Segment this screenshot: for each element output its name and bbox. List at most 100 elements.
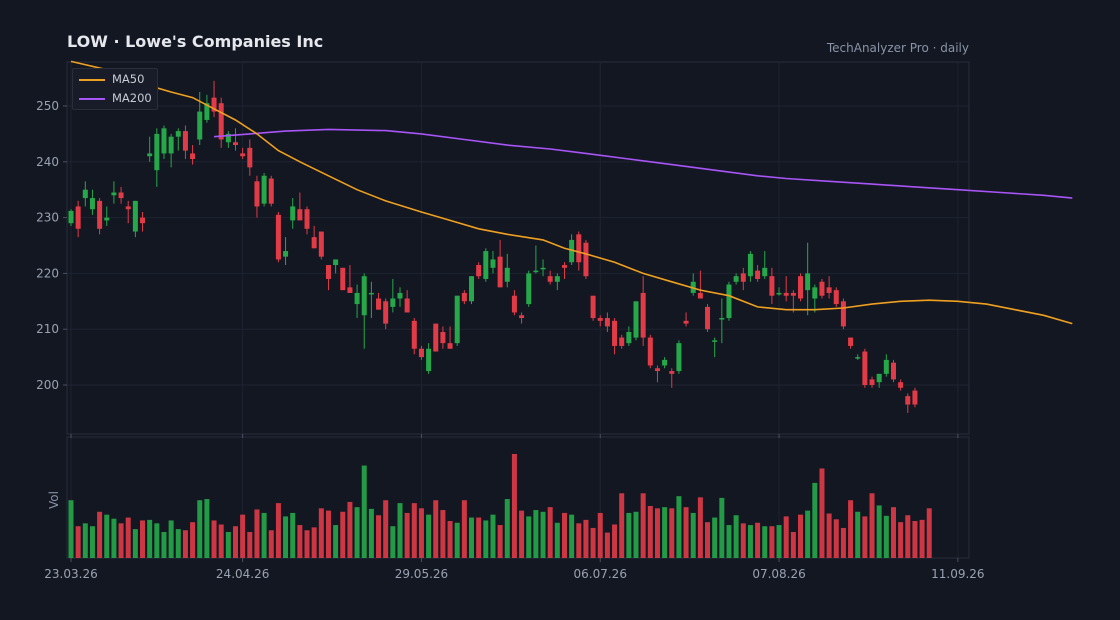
volume-bar — [898, 522, 904, 558]
candle — [547, 270, 553, 285]
date-tick-label: 06.07.26 — [574, 567, 627, 581]
candle-body — [383, 301, 389, 324]
candle — [125, 200, 131, 224]
candle — [182, 125, 188, 160]
candle — [447, 326, 453, 349]
volume-bar — [812, 482, 818, 558]
volume-bar — [390, 526, 396, 558]
volume-bar — [833, 519, 839, 558]
candle-body — [898, 382, 904, 388]
volume-bar — [604, 532, 610, 558]
volume-bar — [712, 517, 718, 558]
candle-body — [225, 133, 231, 143]
volume-bar — [275, 503, 281, 558]
volume-bar — [576, 523, 582, 558]
candle-body — [769, 276, 775, 296]
candle-body — [461, 292, 467, 302]
volume-bar — [426, 514, 432, 558]
ma200-line — [213, 128, 1073, 199]
candle — [519, 312, 525, 324]
volume-bar — [118, 523, 124, 558]
candle — [898, 379, 904, 391]
candle — [361, 273, 367, 349]
candle-body — [190, 153, 196, 160]
candle-body — [368, 292, 374, 295]
candle — [561, 262, 567, 279]
volume-bar — [654, 508, 660, 558]
candle — [798, 273, 804, 302]
candle-body — [175, 131, 181, 137]
candle — [411, 318, 417, 355]
candle-body — [218, 103, 224, 140]
candle — [311, 225, 317, 249]
candle — [833, 287, 839, 307]
volume-bar — [740, 523, 746, 558]
candle — [104, 206, 110, 226]
volume-bar — [526, 516, 532, 558]
candle — [697, 270, 703, 299]
candle — [626, 326, 632, 346]
candle-body — [626, 331, 632, 344]
volume-bar — [519, 510, 525, 558]
candle-body — [719, 318, 725, 320]
volume-panel-frame — [66, 436, 970, 559]
legend-swatch-ma50 — [79, 79, 105, 81]
volume-bar — [68, 500, 74, 558]
volume-bar — [132, 529, 138, 558]
candle — [368, 281, 374, 319]
candle — [175, 128, 181, 151]
candle-body — [826, 287, 832, 293]
candle-body — [869, 379, 875, 385]
volume-bar — [89, 526, 95, 558]
candle — [812, 284, 818, 313]
candle — [304, 206, 310, 235]
volume-bar — [447, 521, 453, 558]
candle-body — [204, 103, 210, 120]
candle-body — [776, 292, 782, 295]
candle — [211, 80, 217, 118]
volume-bar — [683, 507, 689, 558]
candle-body — [733, 276, 739, 282]
candle — [318, 231, 324, 260]
candle-body — [347, 287, 353, 293]
candle — [740, 267, 746, 291]
date-tick-label: 29.05.26 — [395, 567, 448, 581]
candle-body — [268, 178, 274, 204]
candle — [848, 337, 854, 349]
candle — [533, 245, 539, 274]
candle — [733, 273, 739, 285]
candle — [662, 357, 668, 369]
candle-body — [790, 292, 796, 296]
candle — [747, 251, 753, 282]
volume-bar — [361, 465, 367, 558]
volume-bar — [590, 527, 596, 558]
volume-bar — [733, 515, 739, 558]
volume-bar — [340, 511, 346, 558]
candle-body — [483, 251, 489, 279]
volume-bar — [747, 525, 753, 558]
candle-body — [762, 267, 768, 277]
volume-bar — [819, 468, 825, 558]
candle — [497, 239, 503, 288]
candle-body — [740, 273, 746, 282]
price-tick-labels: 200 210 220 230 240 250 — [36, 99, 67, 392]
candle-body — [82, 189, 88, 199]
candle-body — [647, 337, 653, 366]
candle-body — [712, 340, 718, 342]
volume-bar — [168, 520, 174, 558]
candle — [719, 298, 725, 344]
candle — [204, 94, 210, 123]
candle-body — [211, 97, 217, 112]
candle — [883, 354, 889, 377]
candle — [404, 290, 410, 313]
volume-bar — [318, 508, 324, 558]
candle-body — [397, 292, 403, 299]
candle-body — [533, 270, 539, 273]
volume-bar — [690, 512, 696, 558]
candle-body — [676, 343, 682, 372]
volume-bar — [454, 522, 460, 558]
candle-body — [640, 292, 646, 338]
candle — [912, 387, 918, 408]
candle — [905, 393, 911, 413]
candle — [712, 337, 718, 358]
